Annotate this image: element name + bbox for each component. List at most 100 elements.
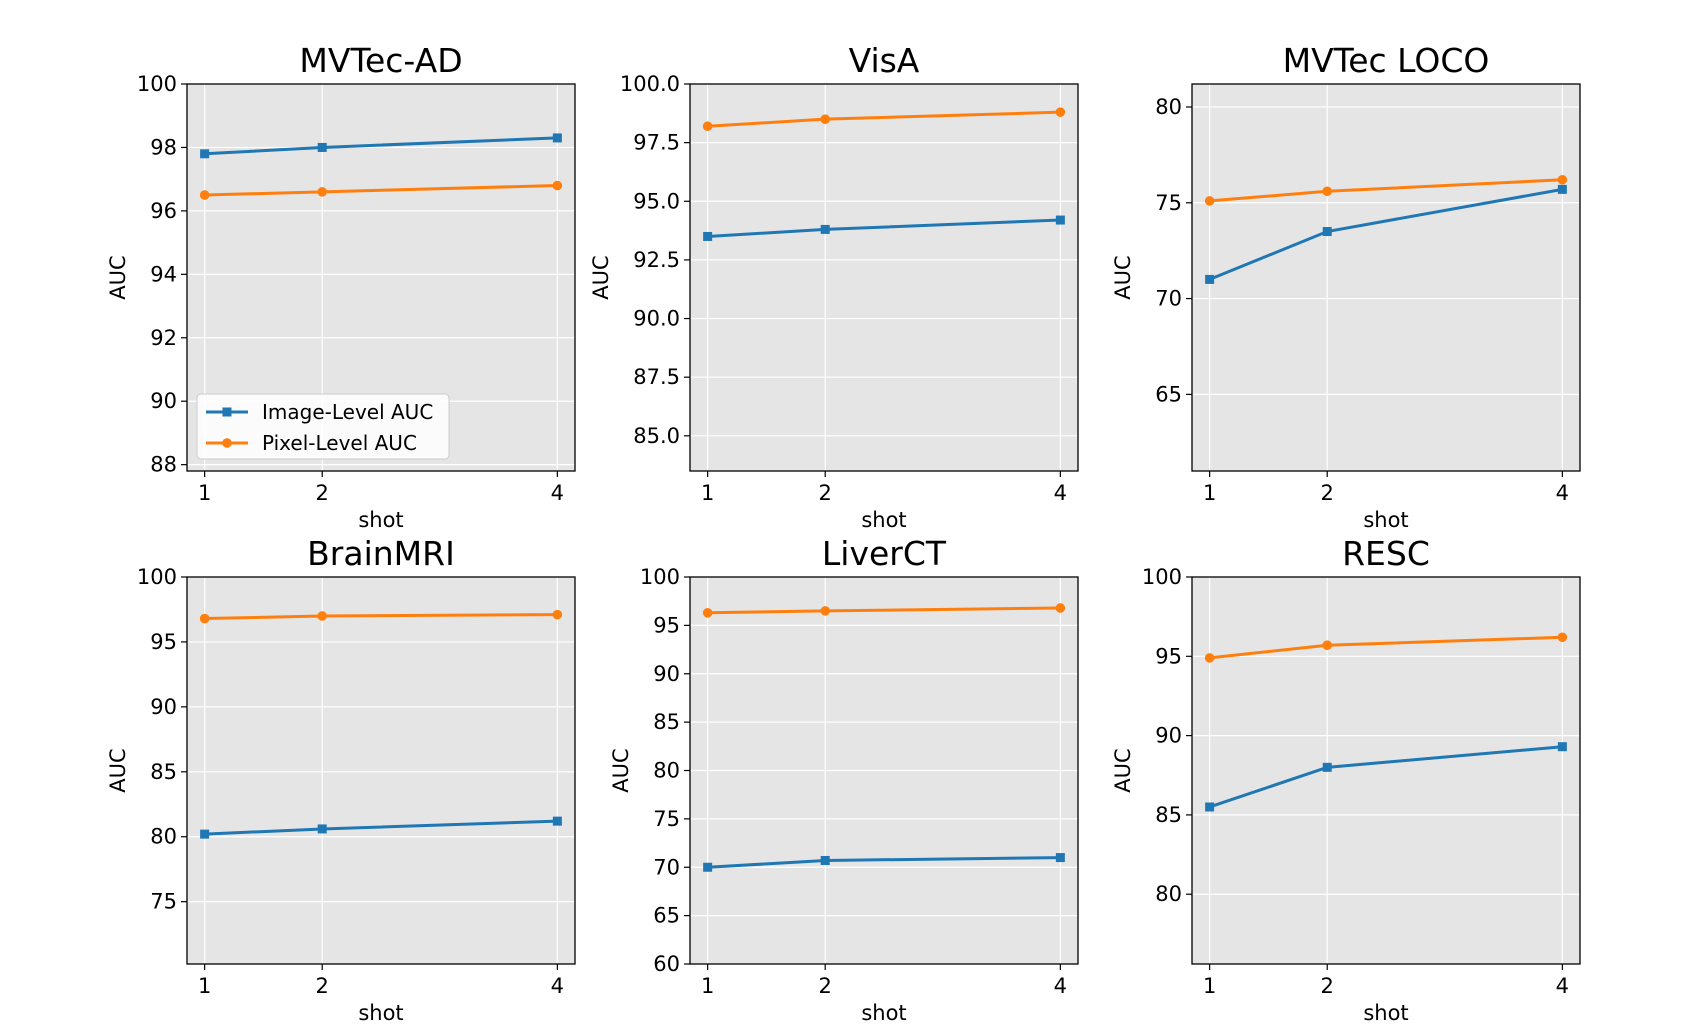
data-point: [820, 114, 831, 124]
chart-title: VisA: [849, 41, 920, 80]
data-point: [1205, 802, 1215, 812]
data-point: [1055, 107, 1066, 117]
chart-title: MVTec-AD: [299, 41, 462, 80]
x-tick-label: 2: [1321, 481, 1334, 505]
y-tick-label: 100: [137, 72, 177, 96]
x-tick-label: 1: [198, 974, 211, 998]
y-tick-label: 90.0: [633, 307, 680, 331]
x-tick-label: 4: [1054, 481, 1067, 505]
legend-label: Image-Level AUC: [262, 400, 433, 424]
data-point: [1322, 762, 1332, 772]
y-tick-label: 100: [137, 565, 177, 589]
y-tick-label: 85: [653, 710, 680, 734]
x-axis-label: shot: [358, 508, 403, 532]
y-tick-label: 98: [150, 135, 177, 159]
chart-title: BrainMRI: [307, 534, 455, 573]
legend-label: Pixel-Level AUC: [262, 431, 417, 455]
x-axis-label: shot: [1363, 1001, 1408, 1025]
x-tick-label: 1: [1203, 974, 1216, 998]
data-point: [1055, 603, 1066, 613]
x-axis-label: shot: [861, 1001, 906, 1025]
data-point: [702, 607, 713, 618]
y-tick-label: 95: [653, 613, 680, 637]
y-tick-label: 92: [150, 326, 177, 350]
y-tick-label: 95: [150, 630, 177, 654]
y-tick-label: 75: [653, 807, 680, 831]
data-point: [820, 224, 830, 234]
y-tick-label: 80: [150, 825, 177, 849]
x-tick-label: 2: [819, 481, 832, 505]
y-tick-label: 85.0: [633, 424, 680, 448]
data-point: [317, 187, 328, 197]
data-point: [1322, 186, 1333, 197]
data-point: [702, 121, 713, 132]
chart-panel: 85.0 87.5 90.0 92.5 95.0 97.5 100.0 1 2 4 VisA shot…: [589, 41, 1079, 532]
y-axis-label: AUC: [609, 748, 633, 792]
data-point: [200, 829, 210, 839]
legend: Image-Level AUC Pixel-Level AUC: [196, 393, 450, 460]
data-point: [552, 180, 563, 191]
x-tick-label: 2: [316, 974, 329, 998]
chart-title: MVTec LOCO: [1283, 41, 1490, 80]
y-tick-label: 60: [653, 952, 680, 976]
chart-title: RESC: [1342, 534, 1430, 573]
plot-area: [187, 577, 575, 964]
chart-panel: 60 65 70 75 80 85 90 95 100 1 2 4 LiverCT shot AUC: [609, 534, 1079, 1025]
y-tick-label: 70: [653, 855, 680, 879]
chart-title: LiverCT: [822, 534, 947, 573]
x-tick-label: 4: [551, 974, 564, 998]
y-tick-label: 75: [150, 890, 177, 914]
y-tick-label: 90: [150, 389, 177, 413]
y-tick-label: 90: [150, 695, 177, 719]
x-axis-label: shot: [861, 508, 906, 532]
data-point: [820, 606, 831, 616]
plot-area: [690, 84, 1078, 471]
y-tick-label: 96: [150, 199, 177, 223]
data-point: [200, 149, 210, 159]
data-point: [1557, 174, 1568, 185]
data-point: [703, 231, 713, 241]
legend-marker: [222, 407, 232, 417]
data-point: [317, 142, 327, 152]
x-tick-label: 1: [198, 481, 211, 505]
y-tick-label: 85: [1155, 803, 1182, 827]
x-tick-label: 1: [1203, 481, 1216, 505]
data-point: [552, 609, 563, 620]
axes-frame: [689, 83, 1079, 472]
y-tick-label: 75: [1155, 191, 1182, 215]
chart-panel: 88 90 92 94 96 98 100 1 2 4 MVTec-AD shot AUC Image-L…: [106, 41, 576, 532]
y-tick-label: 65: [1155, 382, 1182, 406]
y-tick-label: 94: [150, 262, 177, 286]
x-axis-label: shot: [1363, 508, 1408, 532]
data-point: [1205, 274, 1215, 284]
legend-marker: [222, 438, 232, 448]
y-axis-label: AUC: [106, 255, 130, 299]
y-tick-label: 95: [1155, 644, 1182, 668]
y-tick-label: 65: [653, 904, 680, 928]
x-tick-label: 1: [701, 481, 714, 505]
y-tick-label: 87.5: [633, 365, 680, 389]
y-tick-label: 88: [150, 453, 177, 477]
axes-frame: [186, 83, 576, 472]
data-point: [1557, 742, 1567, 752]
x-tick-label: 1: [701, 974, 714, 998]
axes-frame: [186, 576, 576, 965]
y-tick-label: 100: [640, 565, 680, 589]
chart-panel: 80 85 90 95 100 1 2 4 RESC shot AUC: [1111, 534, 1581, 1025]
data-point: [1204, 196, 1215, 206]
data-point: [820, 855, 830, 865]
x-tick-label: 2: [1321, 974, 1334, 998]
x-tick-label: 2: [819, 974, 832, 998]
x-tick-label: 2: [316, 481, 329, 505]
y-axis-label: AUC: [106, 748, 130, 792]
y-axis-label: AUC: [1111, 255, 1135, 299]
y-tick-label: 70: [1155, 287, 1182, 311]
y-tick-label: 80: [1155, 95, 1182, 119]
data-point: [1557, 184, 1567, 194]
y-tick-label: 100.0: [620, 72, 680, 96]
y-tick-label: 92.5: [633, 248, 680, 272]
axes-frame: [1191, 83, 1581, 472]
y-tick-label: 90: [1155, 724, 1182, 748]
x-tick-label: 4: [1054, 974, 1067, 998]
chart-panel: 65 70 75 80 1 2 4 MVTec LOCO shot AUC: [1111, 41, 1581, 532]
